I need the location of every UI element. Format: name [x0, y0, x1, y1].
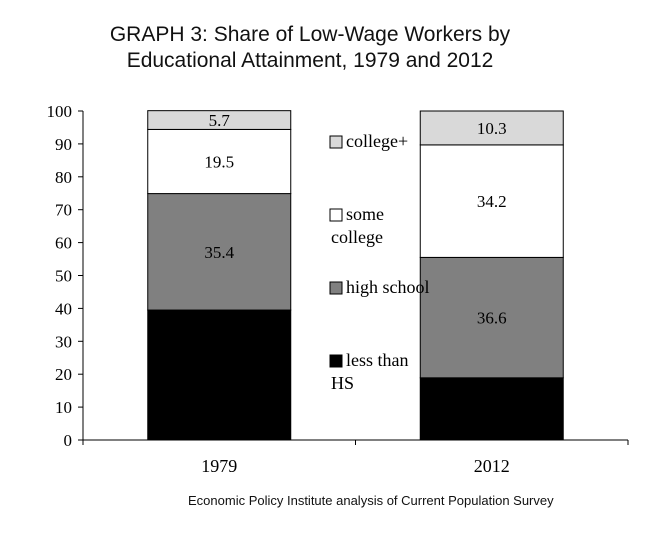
data-label: 10.3: [477, 119, 507, 138]
bar-segment: [419, 144, 564, 258]
legend-label: college: [331, 227, 383, 247]
data-label: 36.6: [477, 309, 507, 328]
legend-label: college+: [346, 131, 408, 151]
data-label: 35.4: [204, 243, 234, 262]
y-tick-label: 80: [55, 168, 72, 187]
legend-swatch: [329, 208, 343, 222]
legend-label: high school: [346, 277, 430, 297]
y-tick-label: 30: [55, 332, 72, 351]
bar-segment: [147, 110, 292, 130]
chart-title-line-2: Educational Attainment, 1979 and 2012: [126, 49, 494, 72]
legend-label: some: [346, 204, 384, 224]
legend-swatch: [329, 354, 343, 368]
chart-title: GRAPH 3: Share of Low-Wage Workers by Ed…: [0, 22, 620, 74]
data-label: 19.5: [204, 153, 234, 172]
data-label: 5.7: [209, 111, 231, 130]
x-category-label: 2012: [474, 456, 510, 476]
bar-segment: [419, 256, 564, 379]
data-label: 18.9: [477, 400, 507, 419]
data-label: 39.5: [204, 366, 234, 385]
bar-segment: [419, 110, 564, 146]
legend-swatch: [329, 281, 343, 295]
data-label: 34.2: [477, 192, 507, 211]
y-tick-label: 20: [55, 365, 72, 384]
x-category-label: 1979: [201, 456, 237, 476]
chart-title-line-1: GRAPH 3: Share of Low-Wage Workers by: [109, 23, 511, 46]
bar-segment: [419, 377, 564, 441]
source-note: Economic Policy Institute analysis of Cu…: [188, 493, 554, 508]
y-tick-label: 0: [64, 431, 73, 450]
y-tick-label: 10: [55, 398, 72, 417]
bar-segment: [147, 128, 292, 195]
y-tick-label: 50: [55, 267, 72, 286]
bar-segment: [147, 193, 292, 311]
y-tick-label: 70: [55, 201, 72, 220]
legend-label: less than: [346, 350, 409, 370]
y-tick-label: 90: [55, 135, 72, 154]
bar-segment: [147, 309, 292, 441]
y-tick-label: 100: [47, 102, 73, 121]
y-tick-label: 40: [55, 299, 72, 318]
legend-swatch: [329, 135, 343, 149]
y-tick-label: 60: [55, 234, 72, 253]
legend-label: HS: [331, 373, 354, 393]
